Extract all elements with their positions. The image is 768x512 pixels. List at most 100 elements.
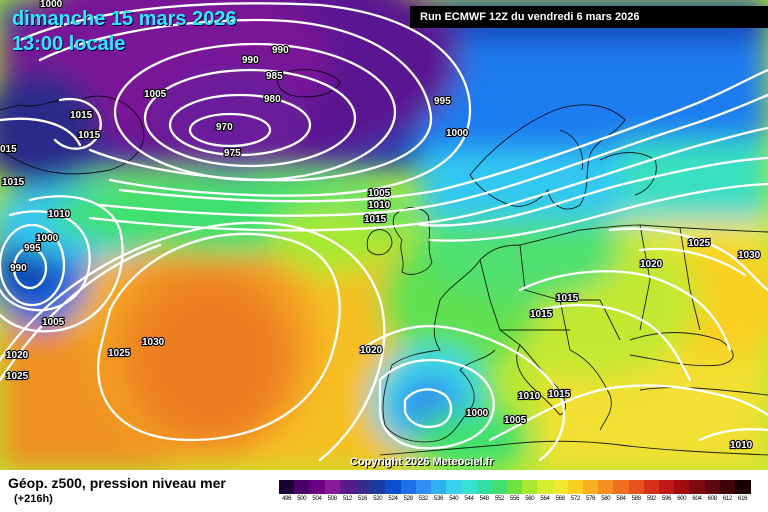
isobar-label: 1015: [530, 309, 553, 320]
isobar-label: 1010: [730, 440, 753, 451]
isobar-label: 1015: [556, 293, 579, 304]
legend-tick-label: 500: [297, 496, 307, 502]
legend-swatch: [719, 480, 736, 494]
legend-swatch: [598, 480, 614, 494]
legend-swatch: [355, 480, 371, 494]
forecast-time: 13:00 locale: [12, 33, 126, 55]
isobar-label: 1000: [466, 408, 489, 419]
forecast-map: 1000 990 990 985 980 1005 970 975 1015 1015 015 101…: [0, 0, 768, 470]
isobar-label: 1005: [504, 415, 527, 426]
legend-tick-label: 504: [312, 496, 322, 502]
isobar-label: 1010: [518, 391, 541, 402]
legend-tick-label: 528: [403, 496, 413, 502]
legend-swatch: [339, 480, 356, 494]
legend-tick-label: 580: [601, 496, 611, 502]
legend-tick-label: 564: [540, 496, 550, 502]
legend-swatch: [294, 480, 310, 494]
isobar-label: 1015: [70, 110, 93, 121]
legend-swatch: [704, 480, 721, 494]
isobar-label: 990: [242, 55, 259, 66]
legend-tick-label: 512: [342, 496, 352, 502]
legend-tick-label: 560: [525, 496, 535, 502]
legend-swatch: [507, 480, 523, 494]
legend-tick-label: 608: [707, 496, 717, 502]
legend-tick-label: 532: [418, 496, 428, 502]
legend-tick-label: 596: [662, 496, 672, 502]
legend-tick-label: 572: [570, 496, 580, 502]
field-title: Géop. z500, pression niveau mer: [8, 475, 226, 491]
legend-swatch: [628, 480, 645, 494]
legend-tick-label: 552: [494, 496, 504, 502]
legend-swatch: [324, 480, 341, 494]
legend-tick-label: 588: [631, 496, 641, 502]
legend-swatch: [522, 480, 538, 494]
legend-swatch: [583, 480, 599, 494]
isobar-label: 1025: [108, 348, 131, 359]
isobar-label: 1000: [40, 0, 63, 10]
legend-swatch: [309, 480, 326, 494]
legend-swatch: [400, 480, 417, 494]
legend-swatch: [461, 480, 478, 494]
isobar-label: 1005: [42, 317, 65, 328]
legend-tick-label: 604: [692, 496, 702, 502]
isobar-label: 1025: [688, 238, 711, 249]
isobar-label: 1010: [368, 200, 391, 211]
forecast-date: dimanche 15 mars 2026: [12, 8, 237, 30]
legend-tick-label: 520: [373, 496, 383, 502]
legend-tick-label: 612: [722, 496, 732, 502]
legend-tick-label: 592: [646, 496, 656, 502]
legend-swatch: [370, 480, 386, 494]
copyright: Copyright 2026 Meteociel.fr: [350, 456, 494, 468]
isobar-label: 975: [224, 148, 241, 159]
isobar-label: 1015: [548, 389, 571, 400]
isobar-label: 1015: [78, 130, 101, 141]
legend-tick-label: 548: [479, 496, 489, 502]
isobar-label: 1015: [2, 177, 25, 188]
legend-swatch: [537, 480, 554, 494]
isobar-label: 995: [24, 243, 41, 254]
isobar-label: 1030: [142, 337, 165, 348]
legend-tick-label: 524: [388, 496, 398, 502]
isobar-label: 990: [272, 45, 289, 56]
isobar-label: 1000: [36, 233, 59, 244]
legend-swatch: [476, 480, 493, 494]
isobar-label: 1030: [738, 250, 761, 261]
legend-tick-label: 576: [586, 496, 596, 502]
legend-swatch: [643, 480, 660, 494]
legend-tick-label: 616: [738, 496, 748, 502]
legend-swatch: [613, 480, 630, 494]
isobar-label: 1020: [6, 350, 29, 361]
isobar-label: 015: [0, 144, 17, 155]
legend-tick-label: 544: [464, 496, 474, 502]
isobar-label: 1025: [6, 371, 29, 382]
legend-tick-label: 556: [510, 496, 520, 502]
legend-tick-label: 600: [677, 496, 687, 502]
legend-tick-label: 568: [555, 496, 565, 502]
isobar-label: 1020: [360, 345, 383, 356]
isobar-label: 1015: [364, 214, 387, 225]
legend-swatch: [689, 480, 706, 494]
isobar-label: 1005: [368, 188, 391, 199]
isobar-label: 1000: [446, 128, 469, 139]
legend-tick-label: 496: [282, 496, 292, 502]
legend-swatch: [552, 480, 569, 494]
legend-tick-label: 584: [616, 496, 626, 502]
isobar-label: 1005: [144, 89, 167, 100]
legend-tick-label: 516: [358, 496, 368, 502]
model-run-label: Run ECMWF 12Z du vendredi 6 mars 2026: [410, 6, 768, 28]
isobar-label: 970: [216, 122, 233, 133]
isobar-label: 1010: [48, 209, 71, 220]
legend-tick-label: 540: [449, 496, 459, 502]
legend-swatch: [735, 480, 751, 494]
legend-swatch: [279, 480, 295, 494]
lead-time: (+216h): [14, 493, 53, 505]
legend-swatch: [431, 480, 447, 494]
legend-swatch: [415, 480, 432, 494]
map-footer: Géop. z500, pression niveau mer (+216h) …: [0, 470, 768, 512]
isobar-label: 1020: [640, 259, 663, 270]
legend-swatch: [491, 480, 508, 494]
isobar-label: 980: [264, 94, 281, 105]
legend-swatch: [567, 480, 584, 494]
legend-swatch: [446, 480, 462, 494]
isobar-label: 990: [10, 263, 27, 274]
